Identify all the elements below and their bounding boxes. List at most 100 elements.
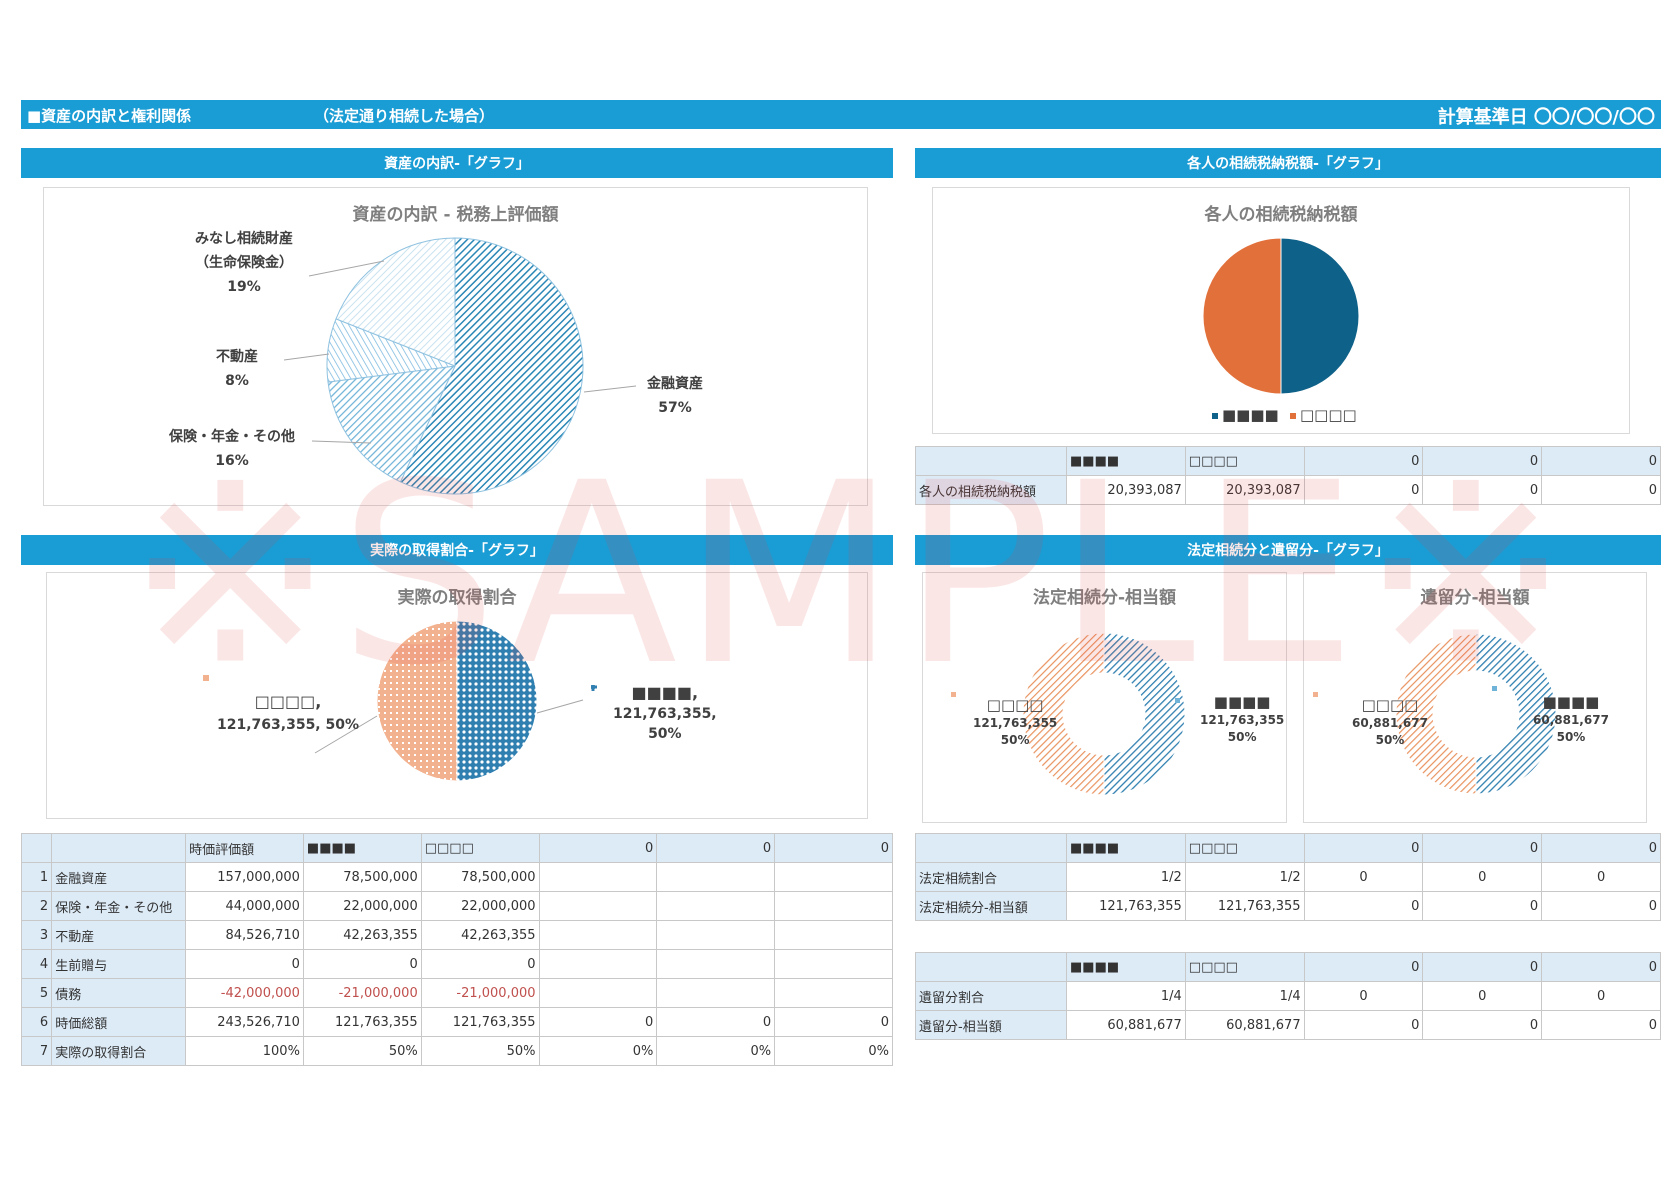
pie-slice-1 (376, 620, 458, 782)
row-number: 1 (20, 862, 53, 892)
table-row: ■■■■ □□□□ 0 0 0 (915, 833, 1661, 863)
actual-chart-panel: 実際の取得割合 ■■■■, 121,763,355, 50% □□□□, 121,76… (46, 572, 868, 819)
section-asset-breakdown: 資産の内訳-「グラフ」 (21, 148, 893, 178)
row-number: 3 (20, 920, 53, 950)
table-cell: 0 (1303, 475, 1424, 505)
reserve-table: ■■■■ □□□□ 0 0 0 遺留分割合 1/4 1/4 0 0 0 遺留分-… (915, 952, 1661, 1040)
table-cell (915, 833, 1067, 863)
table-cell: 0 (1422, 981, 1543, 1011)
table-cell: 121,763,355 (420, 1007, 540, 1037)
row-label: 生前贈与 (51, 949, 187, 979)
table-row: 時価評価額 ■■■■ □□□□ 0 0 0 (20, 833, 893, 863)
row-label: 遺留分割合 (915, 981, 1067, 1011)
leader-line (583, 385, 637, 393)
legal-label-1: □□□□ 121,763,355 50% (973, 696, 1058, 748)
row-number: 4 (20, 949, 53, 979)
tax-pie-svg (1202, 237, 1360, 419)
leader-line (536, 699, 584, 714)
label-swatch (1492, 686, 1497, 691)
table-cell: 0 (1422, 891, 1543, 921)
table-cell: 0 (1303, 1010, 1424, 1040)
pie-slice-3 (335, 237, 456, 367)
table-cell: 0% (538, 1036, 658, 1066)
table-header: 0 (1303, 446, 1424, 476)
page-title: ■資産の内訳と権利関係 (27, 107, 192, 125)
table-cell (538, 862, 658, 892)
table-cell: 0 (1541, 862, 1661, 892)
table-cell (538, 978, 658, 1008)
row-label: 法定相続割合 (915, 862, 1067, 892)
asset-pie (326, 237, 584, 495)
pie-slice-0 (456, 620, 538, 782)
leader-line (308, 260, 385, 277)
table-header: □□□□ (1184, 952, 1305, 982)
table-cell: 1/4 (1184, 981, 1305, 1011)
table-cell: 0 (1303, 981, 1424, 1011)
legal-donut-svg (951, 632, 1186, 796)
legend-swatch-0 (1212, 413, 1218, 419)
tax-legend-1: □□□□ (1300, 406, 1357, 424)
table-header: 0 (1422, 833, 1543, 863)
asset-label-3: みなし相続財産 （生命保険金） 19% (195, 231, 293, 295)
table-header: 0 (656, 833, 776, 863)
table-cell (538, 949, 658, 979)
table-row: 7 実際の取得割合 100% 50% 50% 0% 0% 0% (20, 1036, 893, 1066)
tax-table: ■■■■ □□□□ 0 0 0 各人の相続税納税額 20,393,087 20,… (915, 446, 1661, 505)
calc-date: 計算基準日 〇〇/〇〇/〇〇 (1437, 107, 1655, 128)
table-header: 0 (1422, 446, 1543, 476)
pie-slice-1 (1202, 237, 1282, 395)
table-cell: 1/2 (1066, 862, 1186, 892)
table-cell (656, 891, 776, 921)
table-cell: 121,763,355 (1184, 891, 1305, 921)
table-cell: 0% (656, 1036, 776, 1066)
pie-slice-1 (1022, 632, 1105, 796)
table-cell: 0 (1303, 891, 1424, 921)
table-header: ■■■■ (1066, 833, 1186, 863)
leader-line (283, 353, 330, 361)
table-header: 0 (1541, 833, 1661, 863)
table-header: 0 (1541, 952, 1661, 982)
table-cell: 0 (1541, 1010, 1661, 1040)
table-header: ■■■■ (302, 833, 422, 863)
table-cell: 0 (302, 949, 422, 979)
row-number: 6 (20, 1007, 53, 1037)
reserve-donut-svg (1313, 633, 1557, 795)
tax-legend-0: ■■■■ (1222, 406, 1279, 424)
asset-table: 時価評価額 ■■■■ □□□□ 0 0 0 1 金融資産 157,000,000 78… (20, 833, 893, 1066)
asset-label-0: 金融資産 57% (647, 376, 703, 416)
table-row: 法定相続割合 1/2 1/2 0 0 0 (915, 862, 1661, 892)
table-cell (538, 891, 658, 921)
reserve-label-0: ■■■■ 60,881,677 50% (1533, 693, 1609, 745)
row-number: 2 (20, 891, 53, 921)
actual-label-1: □□□□, 121,763,355, 50% (217, 692, 360, 733)
row-label: 遺留分-相当額 (915, 1010, 1067, 1040)
table-cell (656, 978, 776, 1008)
tax-pie (1202, 237, 1360, 395)
table-cell: 1/4 (1066, 981, 1186, 1011)
table-header: 0 (1541, 446, 1661, 476)
table-cell (915, 446, 1067, 476)
tax-chart-panel: 各人の相続税納税額 ■■■■ □□□□ (932, 187, 1630, 434)
table-row: ■■■■ □□□□ 0 0 0 (915, 952, 1661, 982)
pie-slice-0 (1475, 633, 1557, 795)
row-label: 各人の相続税納税額 (915, 475, 1067, 505)
table-cell: 0 (1422, 1010, 1543, 1040)
table-row: 法定相続分-相当額 121,763,355 121,763,355 0 0 0 (915, 891, 1661, 921)
pie-slice-0 (1280, 237, 1360, 395)
row-label: 実際の取得割合 (51, 1036, 187, 1066)
table-cell (538, 920, 658, 950)
table-header: 0 (538, 833, 658, 863)
table-header: ■■■■ (1066, 952, 1186, 982)
reserve-chart-panel: 遺留分-相当額 □□□□ 60,881,677 50% ■■■■ 60,881,677… (1303, 572, 1647, 823)
table-cell (774, 949, 893, 979)
leader-line (314, 715, 378, 754)
table-cell: 20,393,087 (1184, 475, 1305, 505)
row-label: 不動産 (51, 920, 187, 950)
table-cell: 0 (420, 949, 540, 979)
table-cell: 44,000,000 (185, 891, 304, 921)
section-legal-share: 法定相続分と遺留分-「グラフ」 (915, 535, 1661, 565)
table-cell: -21,000,000 (420, 978, 540, 1008)
pie-slice-0 (399, 237, 584, 495)
table-cell: 50% (420, 1036, 540, 1066)
table-cell (774, 891, 893, 921)
